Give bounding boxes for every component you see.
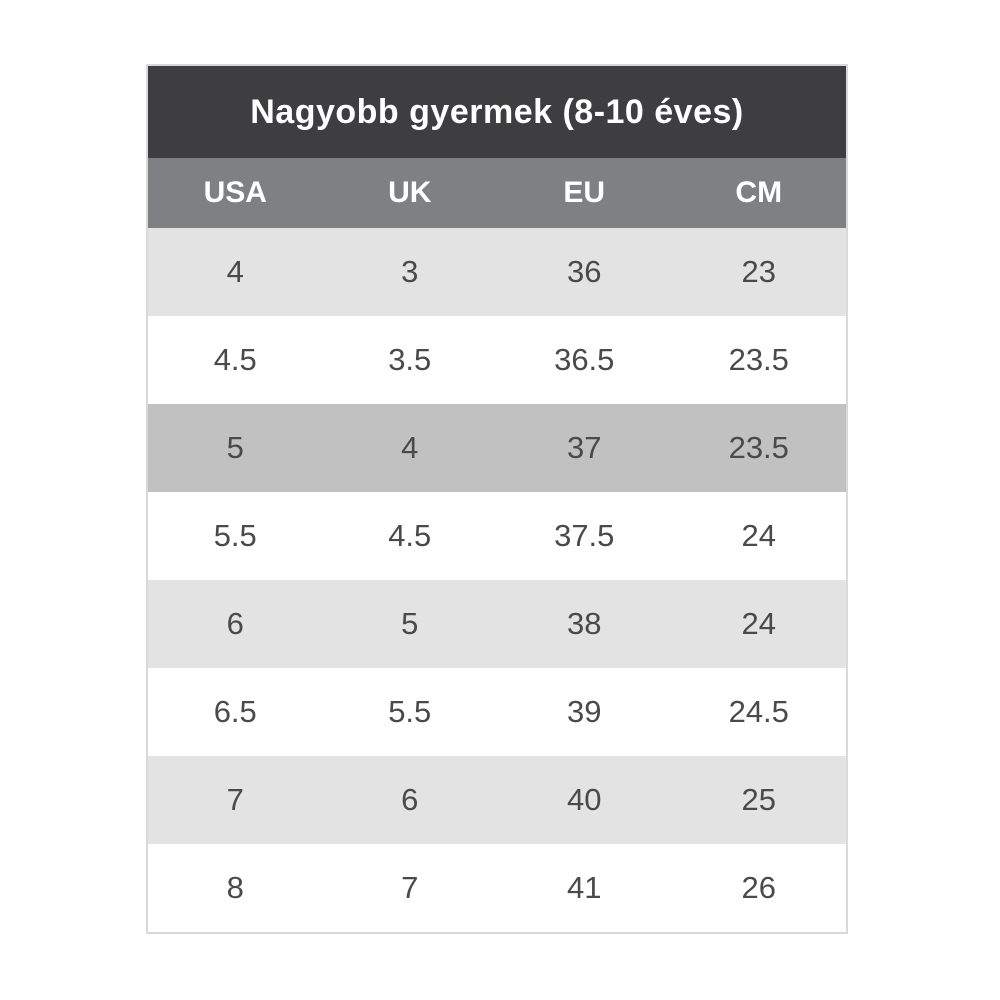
table-cell: 26	[741, 870, 776, 905]
table-cell: 4.5	[213, 342, 257, 377]
table-row: 6.5 5.5 39 24.5	[148, 668, 846, 756]
table-cell: 24	[741, 518, 776, 553]
column-header-uk: UK	[388, 176, 432, 209]
table-cell: 5.5	[388, 694, 432, 729]
table-cell: 8	[226, 870, 244, 905]
table-cell: 36.5	[554, 342, 615, 377]
table-row: 6 5 38 24	[148, 580, 846, 668]
table-cell: 4.5	[388, 518, 432, 553]
table-cell: 24.5	[728, 694, 789, 729]
table-row: 8 7 41 26	[148, 844, 846, 932]
table-cell: 37.5	[554, 518, 615, 553]
table-cell: 39	[567, 694, 602, 729]
table-row: 4.5 3.5 36.5 23.5	[148, 316, 846, 404]
table-cell: 7	[401, 870, 419, 905]
table-cell: 5	[401, 606, 419, 641]
table-cell: 37	[567, 430, 602, 465]
table-row: 7 6 40 25	[148, 756, 846, 844]
table-cell: 23	[741, 254, 776, 289]
table-cell: 3	[401, 254, 419, 289]
column-header-usa: USA	[203, 176, 267, 209]
table-cell: 23.5	[728, 430, 789, 465]
table-cell: 6	[401, 782, 419, 817]
table-cell: 24	[741, 606, 776, 641]
table-row: 4 3 36 23	[148, 228, 846, 316]
column-header-eu: EU	[563, 176, 606, 209]
table-cell: 4	[226, 254, 244, 289]
table-cell: 36	[567, 254, 602, 289]
column-header-cm: CM	[735, 176, 783, 209]
table-cell: 3.5	[388, 342, 432, 377]
table-cell: 25	[741, 782, 776, 817]
table-cell: 23.5	[728, 342, 789, 377]
table-cell: 5	[226, 430, 244, 465]
table-cell: 38	[567, 606, 602, 641]
table-cell: 6	[226, 606, 244, 641]
column-header-row: USA UK EU CM	[148, 158, 846, 228]
table-cell: 5.5	[213, 518, 257, 553]
table-cell: 40	[567, 782, 602, 817]
table-title: Nagyobb gyermek (8-10 éves)	[148, 66, 846, 158]
size-conversion-table: Nagyobb gyermek (8-10 éves) USA UK EU CM…	[146, 64, 848, 934]
table-cell: 4	[401, 430, 419, 465]
table-cell: 6.5	[213, 694, 257, 729]
table-cell: 7	[226, 782, 244, 817]
table-cell: 41	[567, 870, 602, 905]
table-row-highlighted: 5 4 37 23.5	[148, 404, 846, 492]
table-row: 5.5 4.5 37.5 24	[148, 492, 846, 580]
